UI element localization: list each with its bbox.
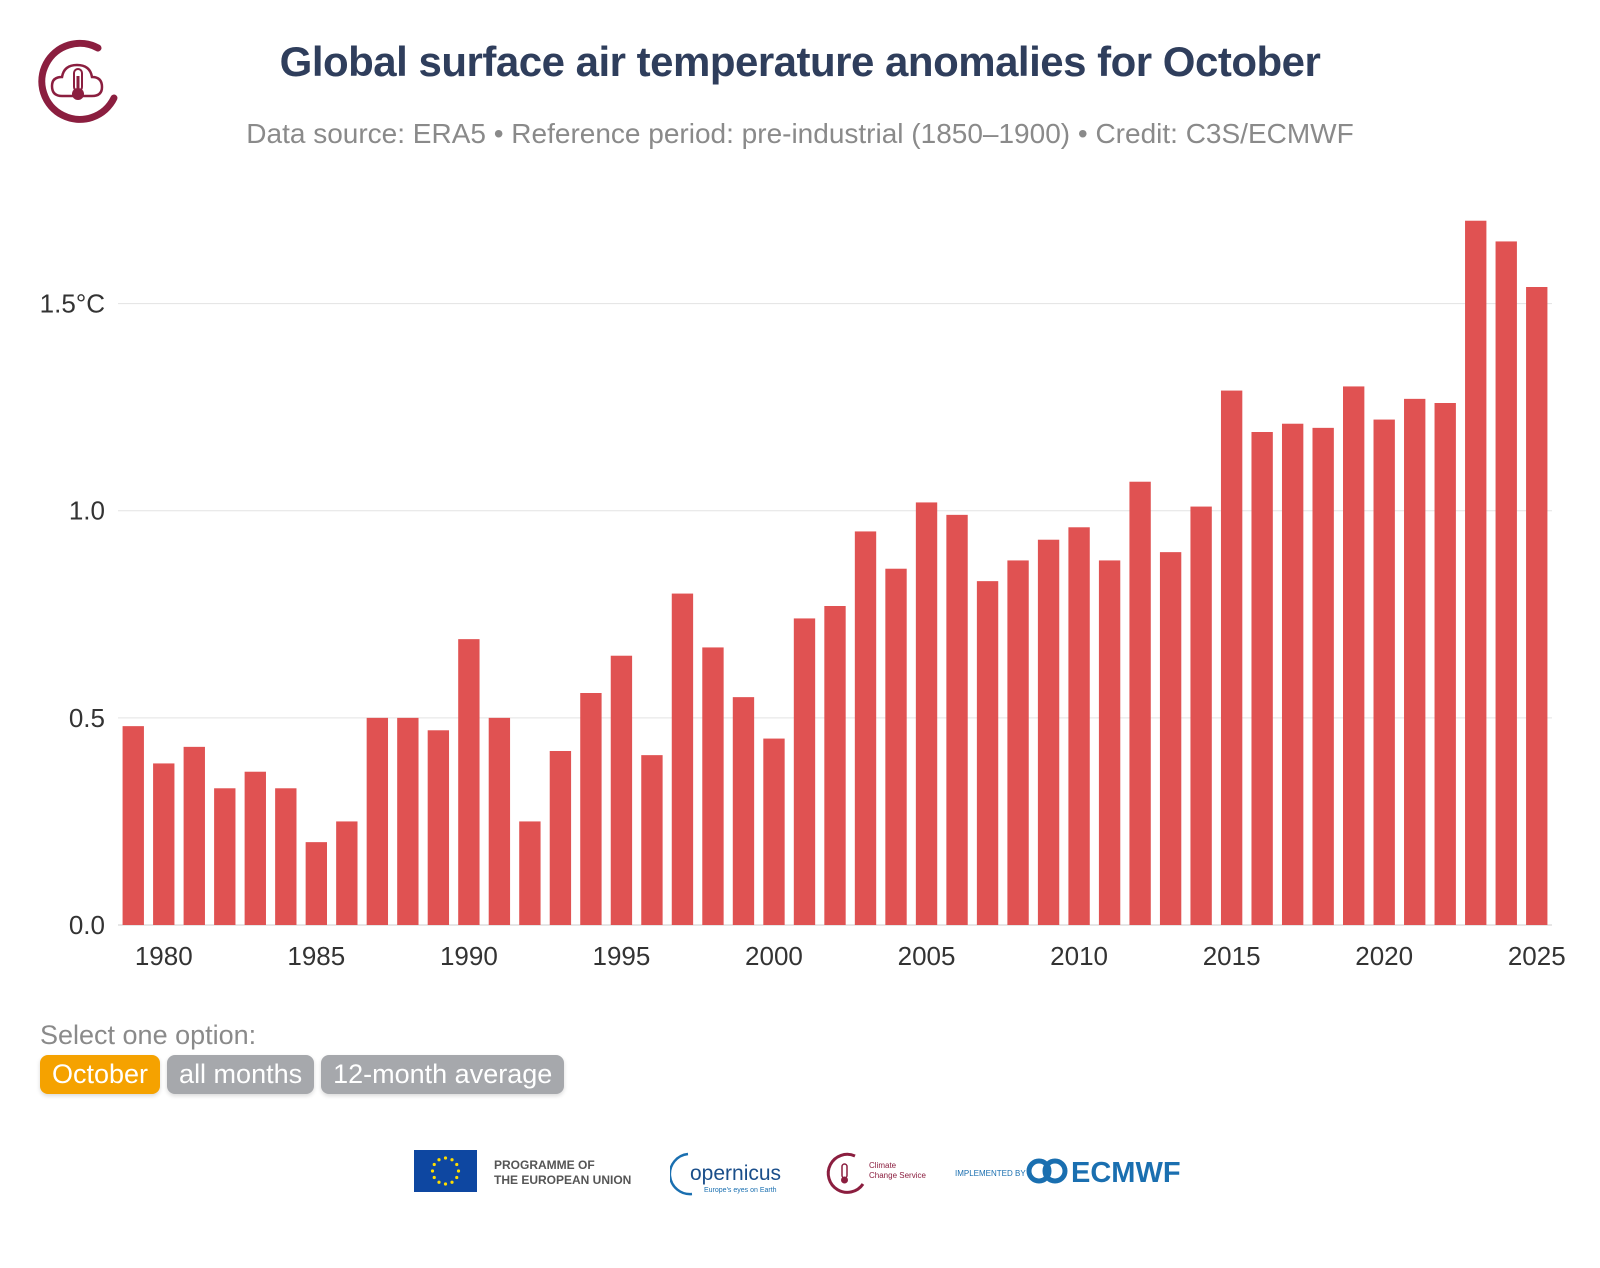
x-tick-label: 1990 <box>440 941 498 971</box>
bar-2020[interactable] <box>1373 419 1395 925</box>
x-tick-label: 1995 <box>593 941 651 971</box>
bar-2005[interactable] <box>915 502 938 925</box>
x-tick-label: 2010 <box>1050 941 1108 971</box>
y-tick-label: 1.0 <box>69 496 105 526</box>
option-all-months-button[interactable]: all months <box>167 1055 315 1094</box>
x-tick-label: 2005 <box>898 941 956 971</box>
bar-2006[interactable] <box>946 514 968 925</box>
x-tick-label: 2025 <box>1508 941 1566 971</box>
x-tick-label: 2020 <box>1355 941 1413 971</box>
bar-2021[interactable] <box>1404 398 1426 925</box>
chart-subtitle: Data source: ERA5 • Reference period: pr… <box>246 118 1354 149</box>
bar-1982[interactable] <box>214 788 236 925</box>
eu-star-icon <box>455 1162 459 1167</box>
bar-2019[interactable] <box>1343 386 1365 925</box>
copernicus-tagline: Europe's eyes on Earth <box>704 1187 777 1194</box>
bar-2017[interactable] <box>1281 423 1304 925</box>
bar-2010[interactable] <box>1068 527 1090 925</box>
bar-1999[interactable] <box>732 697 755 925</box>
bar-2011[interactable] <box>1098 560 1121 925</box>
c3s-logo-icon <box>38 39 118 123</box>
bar-1980[interactable] <box>153 763 175 925</box>
y-tick-label: 1.5°C <box>40 289 105 319</box>
bar-1991[interactable] <box>488 717 511 925</box>
option-october-button[interactable]: October <box>40 1055 161 1094</box>
bar-2013[interactable] <box>1159 552 1182 925</box>
y-tick-label: 0.5 <box>69 703 105 733</box>
bar-2023[interactable] <box>1465 220 1487 925</box>
bar-1984[interactable] <box>275 788 297 925</box>
bar-1981[interactable] <box>183 746 205 925</box>
bar-1992[interactable] <box>519 821 541 925</box>
bar-1995[interactable] <box>610 655 633 925</box>
partner-logos: PROGRAMME OF THE EUROPEAN UNION opernicu… <box>0 1150 1600 1200</box>
x-tick-label: 2015 <box>1203 941 1261 971</box>
bar-2018[interactable] <box>1312 427 1334 925</box>
c3s-line-1: Climate <box>869 1161 897 1170</box>
bar-2014[interactable] <box>1190 506 1212 925</box>
bar-2024[interactable] <box>1495 241 1517 925</box>
bar-2025[interactable] <box>1526 287 1548 925</box>
bar-2007[interactable] <box>976 581 999 925</box>
ecmwf-prefix: IMPLEMENTED BY <box>955 1169 1026 1178</box>
eu-star-icon <box>450 1158 454 1162</box>
eu-line-2: THE EUROPEAN UNION <box>494 1173 632 1187</box>
eu-star-icon <box>430 1169 435 1173</box>
bar-2015[interactable] <box>1220 390 1243 926</box>
x-tick-label: 2000 <box>745 941 803 971</box>
ecmwf-name: ECMWF <box>1071 1157 1181 1189</box>
eu-star-icon <box>443 1182 448 1186</box>
bar-1996[interactable] <box>641 755 663 925</box>
bar-2000[interactable] <box>763 738 785 925</box>
bar-1994[interactable] <box>580 693 602 925</box>
x-tick-label: 1980 <box>135 941 193 971</box>
selector-label: Select one option: <box>40 1020 257 1050</box>
eu-programme-text: PROGRAMME OF THE EUROPEAN UNION <box>494 1158 631 1188</box>
eu-line-1: PROGRAMME OF <box>494 1158 595 1172</box>
c3s-line-2: Change Service <box>869 1171 926 1180</box>
option-12-month-average-button[interactable]: 12-month average <box>321 1055 565 1094</box>
bar-1997[interactable] <box>671 593 694 925</box>
bar-1988[interactable] <box>397 717 419 925</box>
y-tick-label: 0.0 <box>69 910 105 940</box>
eu-star-icon <box>437 1158 441 1162</box>
bar-2003[interactable] <box>854 531 877 925</box>
bar-2016[interactable] <box>1251 432 1273 925</box>
copernicus-name: opernicus <box>690 1162 781 1185</box>
eu-star-icon <box>456 1169 461 1173</box>
chart-title: Global surface air temperature anomalies… <box>279 38 1321 85</box>
eu-star-icon <box>432 1175 436 1180</box>
copernicus-logo-icon: opernicus Europe's eyes on Earth <box>670 1152 781 1196</box>
eu-star-icon <box>437 1180 441 1184</box>
eu-star-icon <box>443 1156 448 1160</box>
bar-2009[interactable] <box>1037 539 1060 925</box>
c3s-footer-logo-icon: Climate Change Service <box>826 1152 926 1194</box>
eu-star-icon <box>432 1162 436 1167</box>
option-group: October all months 12-month average <box>40 1055 565 1094</box>
bar-2012[interactable] <box>1129 481 1151 925</box>
bar-1990[interactable] <box>458 639 480 925</box>
ecmwf-logo-icon: IMPLEMENTED BY ECMWF <box>955 1157 1181 1189</box>
eu-star-icon <box>450 1180 454 1184</box>
bar-2002[interactable] <box>824 606 846 925</box>
bar-1986[interactable] <box>336 821 358 925</box>
bar-1987[interactable] <box>366 717 389 925</box>
bar-1993[interactable] <box>549 751 572 925</box>
eu-star-icon <box>455 1175 459 1180</box>
bar-2022[interactable] <box>1434 403 1456 925</box>
bar-1985[interactable] <box>305 842 327 925</box>
bar-chart: 0.0 0.5 1.0 1.5°C 1980 1985 1990 1995 2000 2005 20… <box>40 220 1566 971</box>
bar-1983[interactable] <box>244 771 266 925</box>
bar-2004[interactable] <box>885 568 907 925</box>
bar-1989[interactable] <box>427 730 450 925</box>
eu-flag-icon <box>414 1150 477 1192</box>
bar-2008[interactable] <box>1007 560 1029 925</box>
bar-1979[interactable] <box>122 726 144 925</box>
bar-1998[interactable] <box>702 647 724 925</box>
x-tick-label: 1985 <box>287 941 345 971</box>
bar-2001[interactable] <box>793 618 816 925</box>
